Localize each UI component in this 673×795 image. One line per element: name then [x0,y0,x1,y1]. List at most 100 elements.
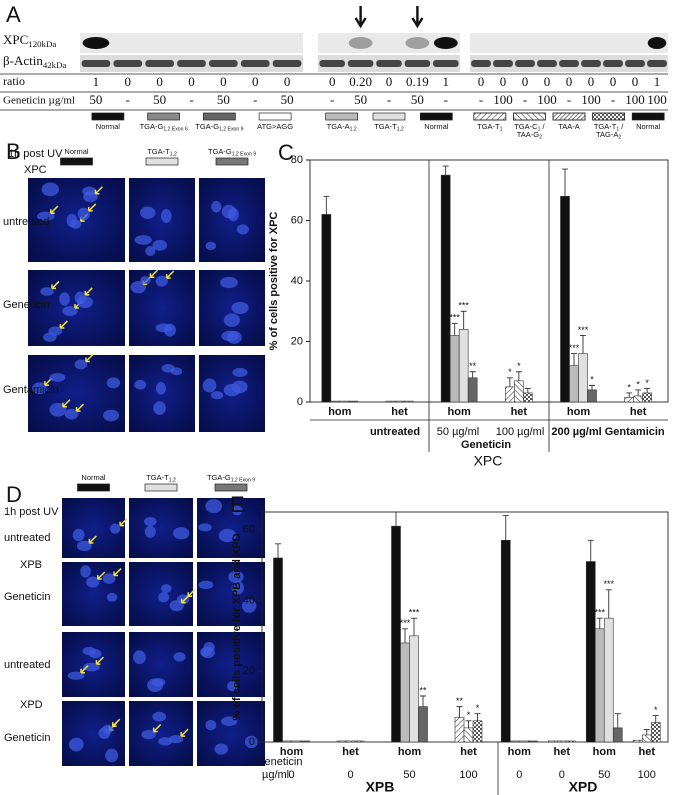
label: Normal [96,122,121,131]
axis-annotation: Geneticin [461,439,511,451]
xpc-band [433,37,458,49]
dose-value: - [444,92,448,107]
nucleus [68,737,84,752]
y-tick-label: 0 [249,736,255,748]
dose-value: 50 [411,92,424,107]
label-text: Normal [424,122,449,131]
dose-value: 100 [647,92,667,107]
subscript: 120kDa [28,39,56,49]
actin-band [471,60,491,67]
pointer-arrow [97,571,106,580]
nucleus [210,391,224,400]
significance: * [476,703,480,713]
bar [578,353,588,403]
nucleus [220,276,238,289]
label: TGA-T1 [477,122,503,133]
ratio-value: 0 [522,74,529,89]
subscript: 1,2 [397,127,404,133]
dose-value: 100 [493,92,513,107]
panel-label: B [6,139,21,164]
nucleus [133,650,146,665]
nucleus [103,409,120,422]
dose-label: Geneticin [256,756,302,768]
y-axis-label: % of cells positive for XPB and XPD [231,533,243,720]
bar [594,628,605,743]
nucleus [80,565,91,578]
error-bar [587,539,594,562]
error-bar [420,695,426,707]
dose-value: - [189,92,193,107]
dose-value: 0 [516,769,522,781]
ratio-value: 1 [654,74,661,89]
bar-pattern [505,386,515,402]
dose-label: µg/ml [262,769,289,781]
nucleus [72,528,85,542]
label-text: Normal [81,473,106,482]
legend-swatch-pattern [513,112,546,121]
label: TGA-G1,2 Exon 9 [208,147,256,158]
subscript: 1 [616,127,619,133]
ratio-value: 0.20 [349,74,372,89]
label-text: ATG>AGG [257,122,293,131]
error-bar [402,628,408,643]
label: TGA-T1,2 [146,473,176,484]
error-bar [614,713,621,728]
blot-xpc [318,33,460,53]
x-tick-label: het [554,746,571,758]
pointer-arrow [113,568,122,577]
label: TGA-C1 / [514,122,545,133]
significance: * [467,710,471,720]
ratio-value: 0 [284,74,291,89]
actin-band [319,60,345,67]
xpc-band [82,37,110,49]
dose-value: 100 [581,92,601,107]
nucleus [205,241,217,251]
axis-annotation: 100 µg/ml [496,426,545,438]
nucleus [214,743,229,755]
legend-swatch [631,112,665,121]
label-text: TGA-C [514,122,538,131]
dose-value: 100 [638,769,656,781]
error-bar [596,617,603,629]
nucleus [32,382,48,395]
dose-value: - [523,92,527,107]
row-label: Geneticin [4,732,50,744]
actin-band [404,60,431,67]
row-label: Geneticin [4,591,50,603]
error-bar [515,371,522,381]
nucleus [155,275,168,287]
axis-annotation: 50 µg/ml [437,426,479,438]
label: TAG-A2 [596,130,621,141]
error-bar [460,310,467,330]
error-bar [275,543,281,558]
label: TAA-G2 [517,130,542,141]
protein-label: XPC [24,164,47,176]
bar [400,642,410,743]
subscript: 42kDa [43,60,67,70]
error-bar [323,195,330,215]
label-text: TGA-T [147,147,170,156]
nucleus [241,599,257,613]
error-bar [502,515,509,541]
pointer-arrow [51,280,60,290]
bar-pattern [473,720,482,742]
dose-value: - [479,92,483,107]
label: TGA-T1 / [594,122,624,133]
nucleus [76,540,92,552]
x-tick-label: hom [508,746,531,758]
nucleus [244,735,258,749]
nucleus [231,580,244,595]
bar-pattern [464,727,473,742]
actin-band [625,60,645,67]
pointer-arrow [80,665,89,674]
bar-pattern [455,717,464,742]
label-text: Normal [636,122,661,131]
label: Normal [636,122,661,131]
nucleus [205,719,217,731]
label-text: XPC [3,32,28,47]
nucleus [134,379,147,390]
y-tick-label: 20 [291,335,303,347]
dose-value: 100 [625,92,645,107]
label: ATG>AGG [257,122,293,131]
label-text: TGA-T [594,122,617,131]
